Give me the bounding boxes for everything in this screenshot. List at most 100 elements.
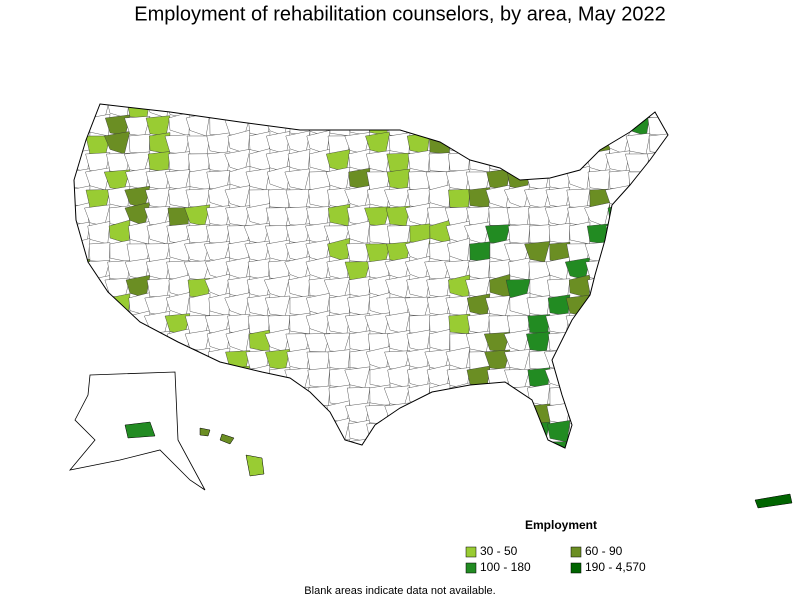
map-area	[245, 419, 271, 443]
footnote: Blank areas indicate data not available.	[304, 585, 495, 597]
map-area	[404, 422, 431, 443]
legend-label: 60 - 90	[585, 544, 623, 558]
map-area	[247, 104, 271, 119]
map-area	[185, 385, 211, 407]
map-area	[667, 349, 668, 371]
map-area	[668, 136, 690, 154]
map-area	[168, 111, 191, 137]
map-area	[628, 368, 651, 389]
map-area	[504, 349, 531, 371]
map-area	[85, 346, 111, 371]
map-area	[566, 402, 591, 425]
map-area	[426, 436, 451, 448]
map-area	[205, 224, 231, 245]
map-area	[569, 221, 591, 245]
map-area	[426, 404, 451, 425]
map-area	[225, 399, 251, 425]
map-area	[108, 310, 131, 335]
map-area	[484, 401, 511, 425]
map-area	[665, 315, 668, 335]
map-area	[465, 422, 491, 443]
map-area	[669, 296, 690, 316]
map-area	[665, 243, 668, 263]
map-area	[326, 257, 351, 281]
map-area	[429, 133, 451, 155]
map-area	[289, 104, 311, 119]
map-area	[308, 385, 331, 407]
map-area	[88, 242, 111, 263]
map-area	[625, 279, 651, 299]
map-area	[465, 134, 491, 155]
map-area	[387, 225, 411, 245]
map-area	[266, 165, 291, 191]
map-area	[146, 221, 171, 245]
map-area	[88, 295, 111, 317]
map-area	[643, 348, 668, 371]
legend-swatch	[465, 546, 477, 558]
map-area	[669, 98, 690, 118]
map-area	[645, 204, 668, 227]
map-area	[445, 295, 471, 317]
map-area	[74, 349, 91, 371]
map-area	[226, 386, 251, 407]
map-area	[668, 329, 690, 352]
map-area	[489, 150, 511, 173]
map-area	[643, 296, 668, 317]
map-area	[323, 332, 351, 353]
map-area	[670, 113, 690, 136]
map-area	[606, 365, 631, 389]
map-area	[526, 295, 551, 317]
map-area	[607, 202, 631, 227]
map-area	[626, 422, 651, 443]
map-area	[568, 441, 591, 448]
map-area	[469, 436, 491, 448]
map-area	[606, 423, 631, 443]
map-area	[109, 239, 131, 263]
map-area	[74, 116, 91, 137]
map-area	[264, 423, 291, 443]
map-area	[248, 329, 271, 353]
map-area	[184, 402, 211, 425]
map-area	[665, 439, 668, 448]
map-area	[566, 188, 591, 209]
map-area	[605, 405, 631, 425]
map-area	[565, 104, 591, 119]
map-area	[345, 438, 371, 448]
map-area	[108, 293, 131, 317]
legend-swatch	[465, 562, 477, 574]
map-area	[508, 257, 531, 281]
map-area	[306, 438, 331, 448]
map-area	[484, 382, 511, 407]
map-area	[205, 401, 231, 425]
map-area	[186, 135, 211, 155]
map-area	[648, 258, 668, 281]
map-area	[369, 292, 391, 317]
map-area	[223, 365, 251, 389]
map-area	[74, 314, 91, 335]
map-area	[604, 242, 631, 263]
map-area	[128, 221, 151, 245]
legend-swatch	[570, 562, 582, 574]
map-area	[369, 366, 391, 389]
map-area	[485, 435, 511, 448]
map-area	[208, 292, 231, 317]
map-area	[625, 310, 651, 335]
map-area	[525, 421, 551, 443]
map-area	[626, 205, 651, 227]
map-area	[284, 206, 311, 227]
map-area	[449, 104, 471, 119]
map-area	[208, 368, 231, 389]
map-area	[587, 329, 611, 353]
map-area	[346, 220, 371, 245]
map-area	[547, 168, 571, 191]
map-area	[287, 149, 311, 173]
map-area	[147, 350, 171, 371]
map-area	[586, 385, 611, 407]
map-area	[484, 104, 511, 119]
map-area	[405, 401, 431, 425]
map-area	[485, 295, 511, 317]
map-area	[464, 104, 491, 119]
map-area	[488, 418, 511, 443]
map-area	[329, 114, 351, 137]
map-area	[504, 440, 531, 448]
